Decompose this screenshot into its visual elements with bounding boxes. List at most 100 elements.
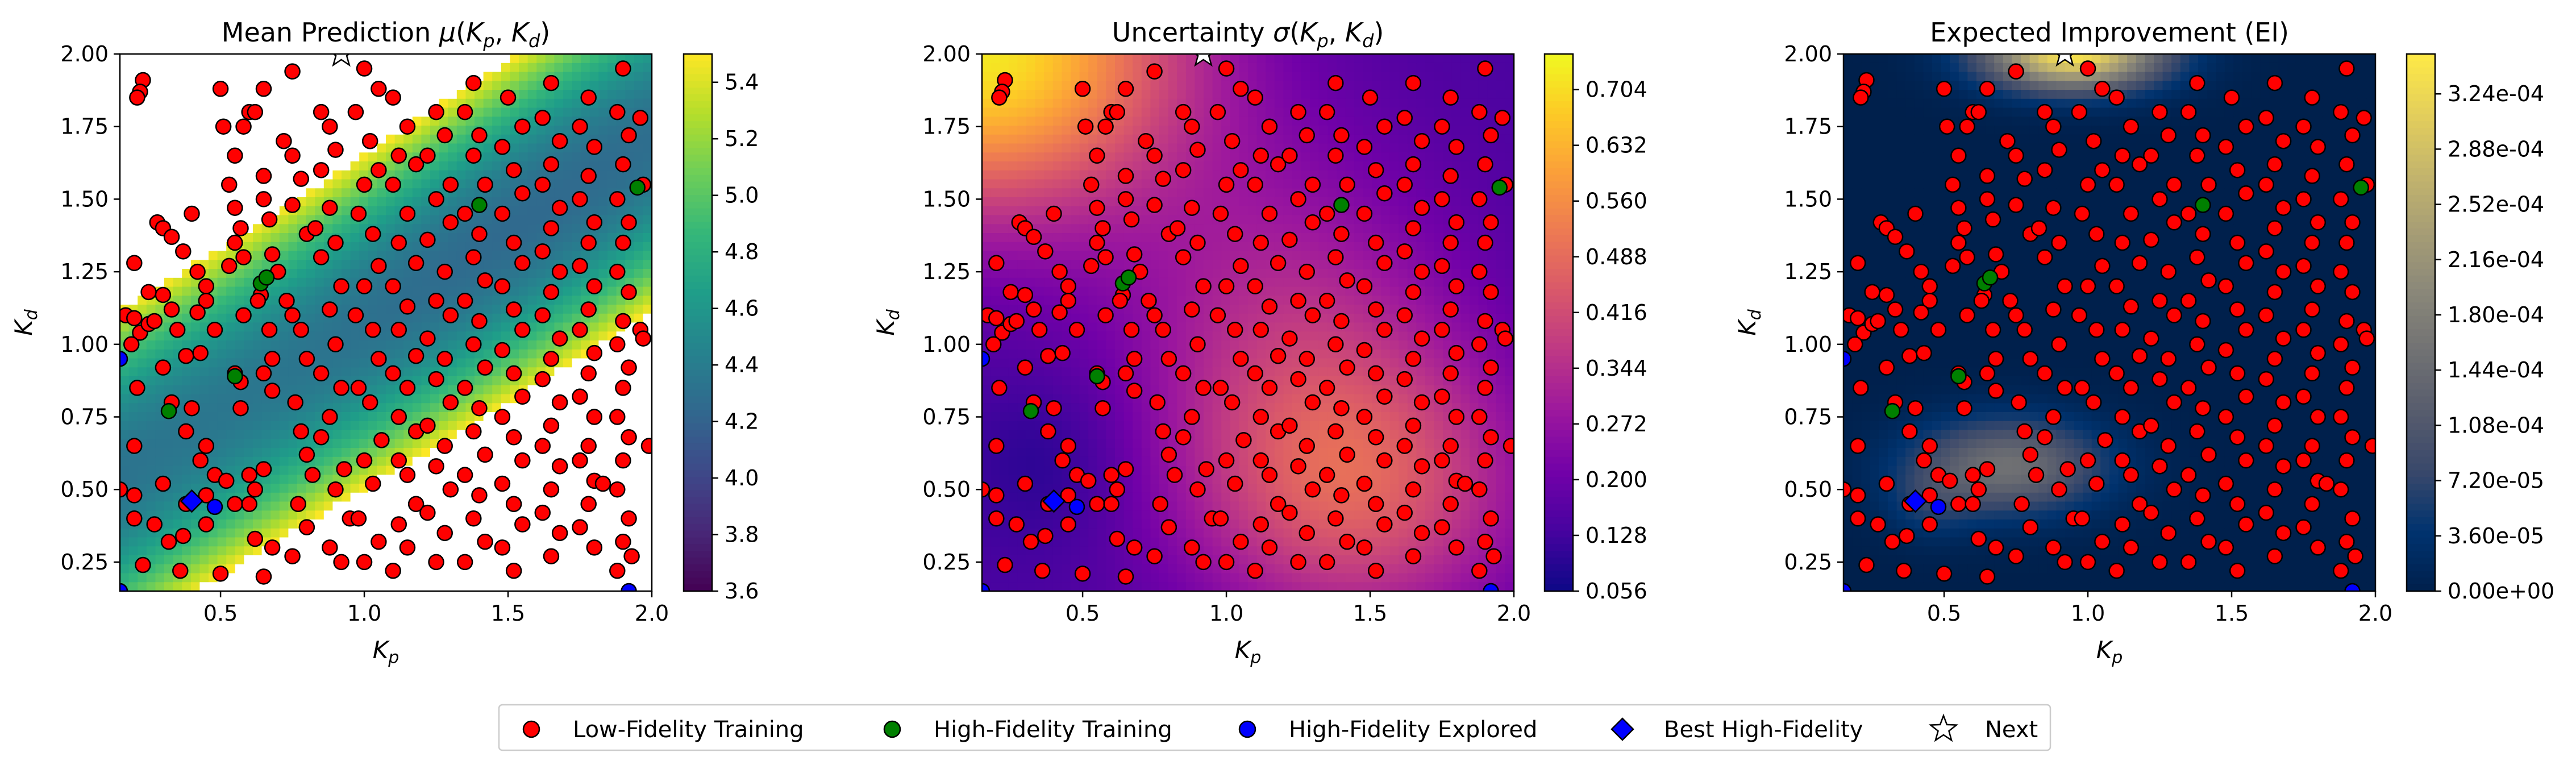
- low-fidelity-point: [2109, 563, 2124, 578]
- low-fidelity-point: [2190, 511, 2204, 526]
- low-fidelity-point: [2333, 563, 2348, 578]
- low-fidelity-point: [1104, 468, 1119, 483]
- low-fidelity-point: [1305, 482, 1320, 497]
- low-fidelity-point: [371, 163, 386, 177]
- colorbar-tick-label: 5.4: [725, 70, 759, 95]
- low-fidelity-point: [322, 119, 337, 134]
- low-fidelity-point: [1147, 64, 1162, 79]
- low-fidelity-point: [633, 110, 648, 125]
- x-tick-label: 1.0: [2071, 601, 2105, 626]
- low-fidelity-point: [256, 569, 271, 584]
- low-fidelity-point: [2311, 410, 2325, 425]
- low-fidelity-point: [506, 563, 521, 578]
- low-fidelity-point: [242, 497, 257, 512]
- low-fidelity-point: [438, 526, 452, 541]
- low-fidelity-point: [2190, 76, 2204, 90]
- low-fidelity-point: [1443, 366, 1458, 381]
- low-fidelity-point: [392, 322, 406, 337]
- low-fidelity-point: [2276, 331, 2291, 346]
- low-fidelity-point: [1397, 308, 1412, 323]
- low-fidelity-point: [1167, 468, 1182, 483]
- low-fidelity-point: [1018, 288, 1033, 302]
- low-fidelity-point: [1162, 351, 1176, 366]
- low-fidelity-point: [127, 488, 142, 502]
- low-fidelity-point: [2195, 488, 2210, 502]
- low-fidelity-point: [371, 351, 386, 366]
- low-fidelity-point: [2296, 322, 2311, 337]
- low-fidelity-point: [1147, 148, 1162, 163]
- low-fidelity-point: [1960, 119, 1975, 134]
- low-fidelity-point: [573, 389, 588, 404]
- low-fidelity-point: [2276, 526, 2291, 541]
- low-fidelity-point: [515, 186, 530, 201]
- high-fidelity-training-point: [472, 198, 486, 213]
- low-fidelity-point: [1248, 90, 1263, 105]
- low-fidelity-point: [322, 540, 337, 555]
- low-fidelity-point: [1305, 215, 1320, 230]
- low-fidelity-point: [2153, 192, 2167, 206]
- low-fidelity-point: [1980, 169, 1995, 184]
- low-fidelity-point: [1942, 473, 1957, 488]
- low-fidelity-point: [1190, 235, 1205, 250]
- low-fidelity-point: [2276, 264, 2291, 279]
- low-fidelity-point: [2195, 128, 2210, 143]
- low-fidelity-point: [2032, 221, 2046, 235]
- low-fidelity-point: [2259, 110, 2274, 125]
- low-fidelity-point: [552, 526, 567, 541]
- low-fidelity-point: [1478, 314, 1492, 329]
- low-fidelity-point: [256, 366, 271, 381]
- low-fidelity-point: [1184, 119, 1199, 134]
- low-fidelity-point: [506, 497, 521, 512]
- low-fidelity-point: [587, 346, 602, 360]
- low-fidelity-point: [2345, 430, 2360, 444]
- low-fidelity-point: [1127, 247, 1142, 261]
- low-fidelity-point: [1328, 148, 1343, 163]
- low-fidelity-point: [581, 90, 596, 105]
- low-fidelity-point: [1957, 221, 1971, 235]
- low-fidelity-point: [2276, 395, 2291, 410]
- low-fidelity-point: [322, 201, 337, 215]
- low-fidelity-point: [374, 433, 389, 447]
- low-fidelity-point: [2339, 157, 2354, 172]
- low-fidelity-point: [265, 540, 280, 555]
- low-fidelity-point: [1233, 259, 1248, 273]
- low-fidelity-point: [285, 198, 300, 213]
- low-fidelity-point: [127, 256, 142, 271]
- low-fidelity-point: [1098, 119, 1113, 134]
- low-fidelity-point: [587, 410, 602, 425]
- y-tick-label: 1.75: [922, 114, 971, 139]
- low-fidelity-point: [236, 250, 251, 265]
- low-fidelity-point: [1153, 497, 1168, 512]
- low-fidelity-point: [1443, 90, 1458, 105]
- low-fidelity-point: [2124, 119, 2138, 134]
- low-fidelity-point: [2109, 90, 2124, 105]
- low-fidelity-point: [438, 128, 452, 143]
- low-fidelity-point: [1098, 250, 1113, 265]
- low-fidelity-point: [328, 482, 343, 497]
- low-fidelity-point: [622, 360, 636, 375]
- y-tick-label: 0.25: [1784, 550, 1832, 575]
- low-fidelity-point: [2051, 235, 2066, 250]
- low-fidelity-point: [147, 314, 162, 329]
- low-fidelity-point: [587, 215, 602, 230]
- low-fidelity-point: [173, 563, 188, 578]
- low-fidelity-point: [305, 468, 320, 483]
- low-fidelity-point: [515, 389, 530, 404]
- low-fidelity-point: [1262, 540, 1277, 555]
- low-fidelity-point: [1156, 172, 1171, 186]
- low-fidelity-point: [2086, 395, 2101, 410]
- y-tick-label: 1.25: [60, 259, 109, 284]
- low-fidelity-point: [1443, 497, 1458, 512]
- low-fidelity-point: [1980, 569, 1995, 584]
- low-fidelity-point: [1104, 497, 1119, 512]
- low-fidelity-point: [1435, 259, 1450, 273]
- low-fidelity-point: [2259, 505, 2274, 520]
- low-fidelity-point: [1291, 293, 1306, 308]
- low-fidelity-point: [2023, 447, 2038, 462]
- low-fidelity-point: [622, 285, 636, 300]
- low-fidelity-point: [1435, 322, 1450, 337]
- low-fidelity-point: [544, 482, 559, 497]
- low-fidelity-point: [2181, 293, 2196, 308]
- low-fidelity-point: [348, 105, 363, 119]
